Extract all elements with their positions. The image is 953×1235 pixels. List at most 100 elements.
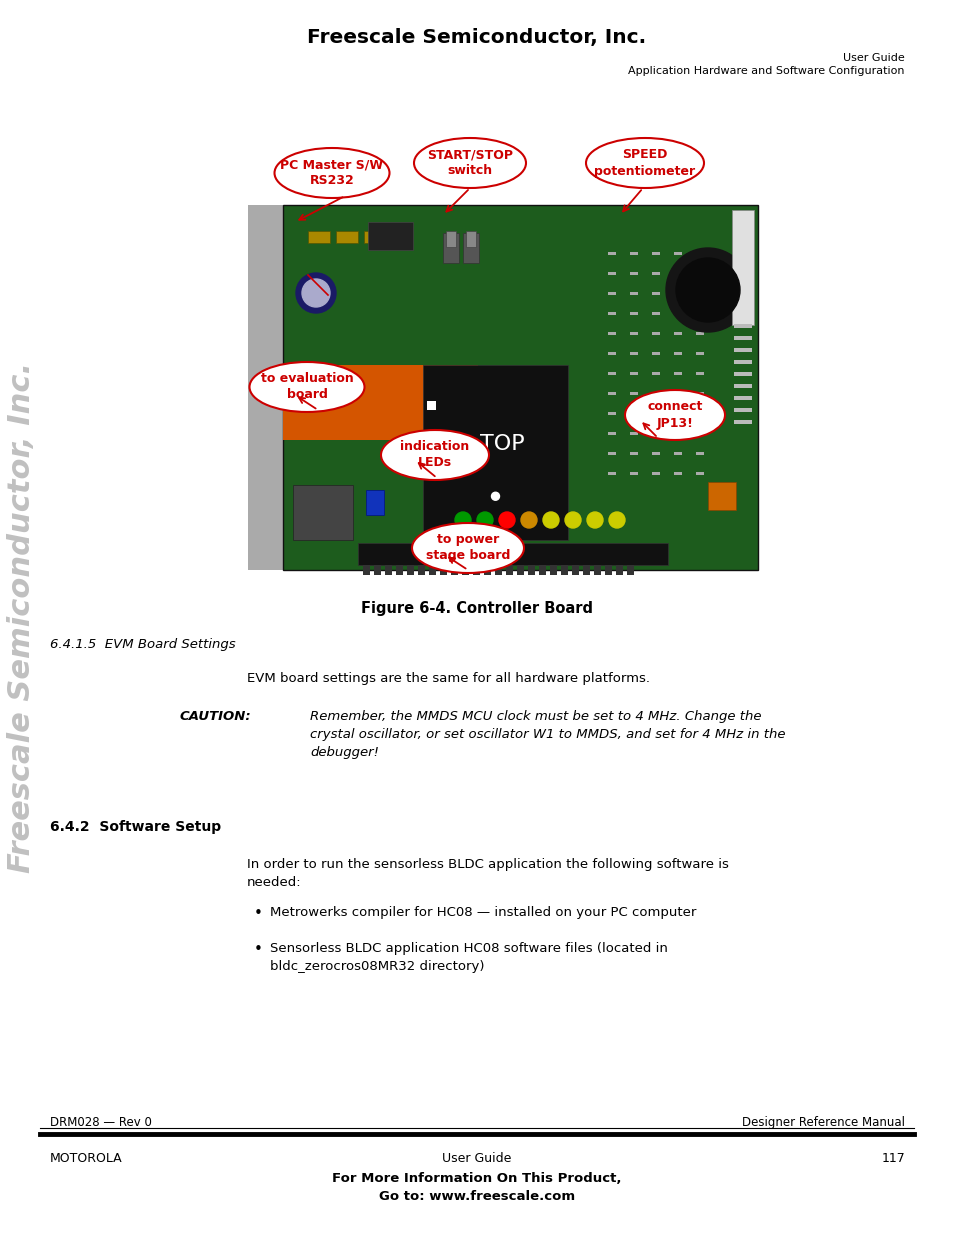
FancyBboxPatch shape xyxy=(527,564,535,576)
FancyBboxPatch shape xyxy=(395,564,402,576)
Ellipse shape xyxy=(414,138,525,188)
Text: connect
JP13!: connect JP13! xyxy=(647,400,702,430)
Ellipse shape xyxy=(412,522,523,573)
FancyBboxPatch shape xyxy=(651,372,659,375)
FancyBboxPatch shape xyxy=(696,391,703,395)
Circle shape xyxy=(295,273,335,312)
Text: Designer Reference Manual: Designer Reference Manual xyxy=(741,1116,904,1129)
FancyBboxPatch shape xyxy=(427,401,436,410)
FancyBboxPatch shape xyxy=(696,352,703,354)
FancyBboxPatch shape xyxy=(538,564,545,576)
FancyBboxPatch shape xyxy=(651,432,659,435)
FancyBboxPatch shape xyxy=(629,412,638,415)
FancyBboxPatch shape xyxy=(673,472,681,475)
Text: CAUTION:: CAUTION: xyxy=(180,710,252,722)
Circle shape xyxy=(476,513,493,529)
Text: For More Information On This Product,
Go to: www.freescale.com: For More Information On This Product, Go… xyxy=(332,1172,621,1203)
FancyBboxPatch shape xyxy=(483,564,491,576)
FancyBboxPatch shape xyxy=(696,472,703,475)
Text: SPEED
potentiometer: SPEED potentiometer xyxy=(594,148,695,178)
FancyBboxPatch shape xyxy=(673,312,681,315)
FancyBboxPatch shape xyxy=(607,472,616,475)
FancyBboxPatch shape xyxy=(673,332,681,335)
Circle shape xyxy=(586,513,602,529)
FancyBboxPatch shape xyxy=(550,564,557,576)
FancyBboxPatch shape xyxy=(357,543,667,564)
FancyBboxPatch shape xyxy=(651,352,659,354)
FancyBboxPatch shape xyxy=(366,490,384,515)
FancyBboxPatch shape xyxy=(462,233,478,263)
Circle shape xyxy=(302,279,330,308)
Circle shape xyxy=(564,513,580,529)
FancyBboxPatch shape xyxy=(629,432,638,435)
FancyBboxPatch shape xyxy=(629,312,638,315)
FancyBboxPatch shape xyxy=(560,564,567,576)
FancyBboxPatch shape xyxy=(439,564,447,576)
FancyBboxPatch shape xyxy=(707,482,735,510)
Text: User Guide: User Guide xyxy=(442,1152,511,1165)
Text: Figure 6-4. Controller Board: Figure 6-4. Controller Board xyxy=(360,601,593,616)
FancyBboxPatch shape xyxy=(629,452,638,454)
Text: 117: 117 xyxy=(881,1152,904,1165)
FancyBboxPatch shape xyxy=(616,564,622,576)
FancyBboxPatch shape xyxy=(473,564,479,576)
FancyBboxPatch shape xyxy=(607,291,616,295)
Ellipse shape xyxy=(585,138,703,188)
FancyBboxPatch shape xyxy=(651,452,659,454)
Text: Freescale Semiconductor, Inc.: Freescale Semiconductor, Inc. xyxy=(8,362,36,873)
FancyBboxPatch shape xyxy=(673,412,681,415)
FancyBboxPatch shape xyxy=(651,412,659,415)
FancyBboxPatch shape xyxy=(364,231,386,243)
Circle shape xyxy=(491,493,499,500)
FancyBboxPatch shape xyxy=(733,348,751,352)
FancyBboxPatch shape xyxy=(673,272,681,275)
FancyBboxPatch shape xyxy=(673,291,681,295)
FancyBboxPatch shape xyxy=(629,332,638,335)
FancyBboxPatch shape xyxy=(385,564,392,576)
FancyBboxPatch shape xyxy=(465,231,476,247)
FancyBboxPatch shape xyxy=(673,432,681,435)
FancyBboxPatch shape xyxy=(607,332,616,335)
FancyBboxPatch shape xyxy=(422,366,567,540)
FancyBboxPatch shape xyxy=(517,564,523,576)
FancyBboxPatch shape xyxy=(607,252,616,254)
FancyBboxPatch shape xyxy=(673,391,681,395)
FancyBboxPatch shape xyxy=(673,352,681,354)
Circle shape xyxy=(520,513,537,529)
FancyBboxPatch shape xyxy=(733,396,751,400)
FancyBboxPatch shape xyxy=(607,372,616,375)
FancyBboxPatch shape xyxy=(626,564,634,576)
FancyBboxPatch shape xyxy=(629,352,638,354)
Text: In order to run the sensorless BLDC application the following software is
needed: In order to run the sensorless BLDC appl… xyxy=(247,858,728,889)
FancyBboxPatch shape xyxy=(572,564,578,576)
FancyBboxPatch shape xyxy=(733,384,751,388)
FancyBboxPatch shape xyxy=(607,391,616,395)
FancyBboxPatch shape xyxy=(607,272,616,275)
FancyBboxPatch shape xyxy=(696,252,703,254)
FancyBboxPatch shape xyxy=(582,564,589,576)
Ellipse shape xyxy=(250,362,364,412)
Text: START/STOP
switch: START/STOP switch xyxy=(427,148,513,178)
FancyBboxPatch shape xyxy=(442,233,458,263)
Text: Metrowerks compiler for HC08 — installed on your PC computer: Metrowerks compiler for HC08 — installed… xyxy=(270,906,696,919)
Text: 6.4.2  Software Setup: 6.4.2 Software Setup xyxy=(50,820,221,834)
FancyBboxPatch shape xyxy=(629,272,638,275)
FancyBboxPatch shape xyxy=(368,222,413,249)
FancyBboxPatch shape xyxy=(461,564,469,576)
FancyBboxPatch shape xyxy=(451,564,457,576)
FancyBboxPatch shape xyxy=(733,324,751,329)
FancyBboxPatch shape xyxy=(607,432,616,435)
Circle shape xyxy=(498,513,515,529)
Circle shape xyxy=(455,513,471,529)
FancyBboxPatch shape xyxy=(696,372,703,375)
FancyBboxPatch shape xyxy=(446,231,456,247)
FancyBboxPatch shape xyxy=(733,359,751,364)
FancyBboxPatch shape xyxy=(696,452,703,454)
Ellipse shape xyxy=(380,430,489,480)
Text: •: • xyxy=(253,942,262,957)
FancyBboxPatch shape xyxy=(335,231,357,243)
FancyBboxPatch shape xyxy=(673,452,681,454)
FancyBboxPatch shape xyxy=(629,291,638,295)
Text: •: • xyxy=(253,906,262,921)
Text: Sensorless BLDC application HC08 software files (located in
bldc_zerocros08MR32 : Sensorless BLDC application HC08 softwar… xyxy=(270,942,667,973)
